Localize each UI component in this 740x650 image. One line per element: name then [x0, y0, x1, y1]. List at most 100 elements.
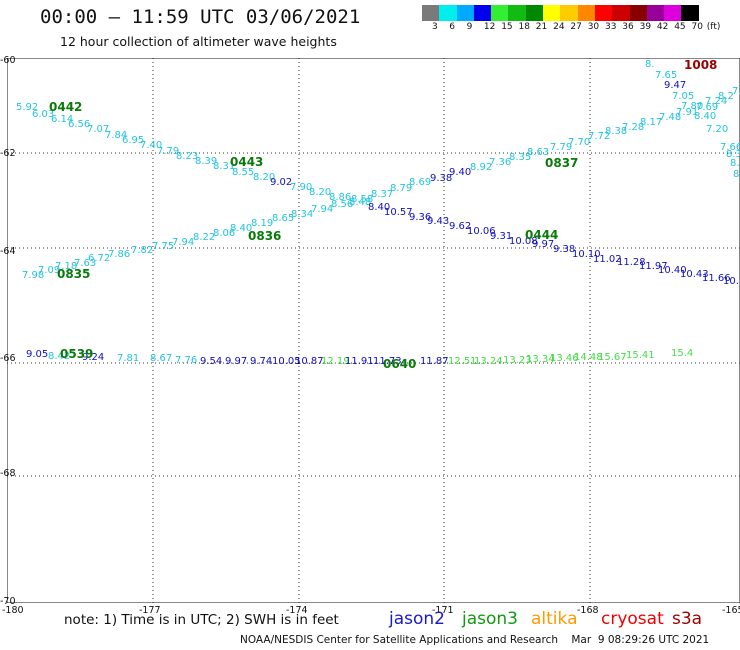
- y-tick-label: -66: [0, 353, 16, 364]
- wave-height-label: 7.80: [681, 101, 704, 112]
- colorbar-swatch: [473, 5, 492, 21]
- wave-height-label: 8.67: [150, 353, 173, 364]
- wave-height-label: 6.72: [88, 253, 111, 264]
- wave-height-label: 8.06: [213, 228, 236, 239]
- wave-height-label: 8.3: [726, 149, 740, 160]
- wave-height-label: 8.79: [390, 183, 413, 194]
- wave-height-label: 8.69: [409, 177, 432, 188]
- wave-height-label: 10.10: [572, 249, 601, 260]
- wave-height-label: 9.36: [409, 212, 432, 223]
- wave-height-label: 8.58: [351, 194, 374, 205]
- wave-height-label: 6.03: [32, 109, 55, 120]
- wave-height-label: 8.50: [730, 158, 740, 169]
- satellite-legend-jason2: jason2: [389, 609, 445, 629]
- wave-height-label: 7.70: [568, 137, 591, 148]
- time-stamp-label: 0444: [525, 228, 559, 242]
- wave-height-label: 15.67: [598, 352, 627, 363]
- wave-height-label: 8.40: [230, 223, 253, 234]
- y-tick-label: -68: [0, 468, 16, 479]
- colorbar-swatch: [612, 5, 630, 21]
- wave-height-label: 9.38: [430, 173, 453, 184]
- wave-height-label: 13.34: [526, 354, 555, 365]
- wave-height-label: 8.86: [329, 192, 352, 203]
- satellite-legend-altika: altika: [531, 609, 578, 629]
- x-tick-label: -165: [722, 605, 740, 616]
- wave-height-label: 9.97: [532, 239, 555, 250]
- colorbar-labels: 3 6 9 12 15 18 21 24 27 30 33 36 39 42 45 70 (ft): [422, 22, 740, 36]
- time-stamp-label: 0443: [230, 155, 264, 169]
- wave-height-label: 8.38: [605, 126, 628, 137]
- wave-height-label: 8.40: [694, 111, 717, 122]
- footer-credit: NOAA/NESDIS Center for Satellite Applica…: [240, 634, 710, 646]
- wave-height-label: 7.79: [157, 146, 180, 157]
- wave-height-label: 9.43: [427, 216, 450, 227]
- wave-height-label: 9.05: [26, 349, 49, 360]
- colorbar-swatch: [646, 5, 665, 21]
- wave-height-label: 8.56: [331, 199, 354, 210]
- wave-height-label: 11.91: [345, 356, 374, 367]
- wave-height-label: 8.22: [193, 232, 216, 243]
- colorbar-label: 33: [605, 22, 617, 32]
- y-tick-label: -70: [0, 596, 16, 607]
- colorbar-label: 45: [674, 22, 686, 32]
- wave-height-label: 11.97: [639, 261, 668, 272]
- time-stamp-label: 0640: [383, 357, 417, 371]
- wave-height-label: 7.20: [706, 124, 729, 135]
- wave-height-label: 8.40: [368, 202, 391, 213]
- wave-height-label: 9.62: [449, 221, 472, 232]
- wave-height-label: 7.48: [659, 112, 682, 123]
- x-tick-label: -174: [286, 605, 308, 616]
- wave-height-label: 8.2: [718, 91, 734, 102]
- colorbar-swatch: [629, 5, 647, 21]
- wave-height-label: 7.65: [655, 70, 678, 81]
- wave-height-label: 7.84: [105, 130, 128, 141]
- wave-height-label: 12.51: [448, 356, 477, 367]
- colorbar-label: 30: [587, 22, 600, 32]
- map-plot-area: [7, 58, 740, 603]
- colorbar-label: 36: [622, 22, 634, 32]
- x-tick-label: -171: [432, 605, 454, 616]
- wave-height-label: 8.31: [213, 161, 236, 172]
- time-stamp-label: 1008: [684, 58, 718, 72]
- wave-height-label: 7.72: [588, 131, 611, 142]
- wave-height-label: 9.40: [449, 167, 472, 178]
- wave-height-label: 8.17: [640, 117, 663, 128]
- wave-height-label: 10.43: [680, 269, 709, 280]
- wave-height-label: 8.23: [176, 151, 199, 162]
- colorbar-swatch: [543, 5, 561, 21]
- y-tick-label: -62: [0, 148, 16, 159]
- wave-height-label: 10.05: [272, 356, 301, 367]
- wave-height-label: 9.38: [553, 244, 576, 255]
- colorbar-swatch: [664, 5, 682, 21]
- wave-height-label: 15.4: [671, 348, 694, 359]
- wave-height-label: 10.87: [295, 356, 324, 367]
- wave-height-label: 9.54: [200, 356, 223, 367]
- colorbar-label: 9: [466, 22, 473, 32]
- wave-height-label: 8.88: [733, 169, 740, 180]
- wave-height-label: 7.63: [74, 258, 97, 269]
- wave-height-label: 9.31: [490, 231, 513, 242]
- colorbar-swatch: [491, 5, 509, 21]
- colorbar-label: 27: [570, 22, 582, 32]
- wave-height-label: 7.81: [117, 353, 140, 364]
- colorbar-label: 15: [501, 22, 513, 32]
- wave-height-label: 7.28: [622, 122, 645, 133]
- colorbar-swatch: [681, 5, 699, 21]
- footer-note: note: 1) Time is in UTC; 2) SWH is in fe…: [64, 612, 339, 628]
- colorbar-swatch: [577, 5, 595, 21]
- satellite-legend-cryosat: cryosat: [601, 609, 664, 629]
- y-tick-label: -60: [0, 55, 16, 66]
- colorbar-label: 21: [535, 22, 548, 32]
- wave-height-label: 7.36: [489, 157, 512, 168]
- colorbar-label: 6: [449, 22, 456, 32]
- wave-height-label: 15.41: [626, 350, 655, 361]
- wave-height-label: 11.73: [373, 356, 402, 367]
- wave-height-label: 8.37: [371, 189, 394, 200]
- colorbar-label: 70: [691, 22, 703, 32]
- colorbar-swatch: [525, 5, 544, 21]
- wave-height-label: 7.76: [175, 355, 198, 366]
- wave-height-label: 8.20: [309, 187, 332, 198]
- wave-height-label: 7.07: [87, 124, 110, 135]
- colorbar: [422, 5, 699, 21]
